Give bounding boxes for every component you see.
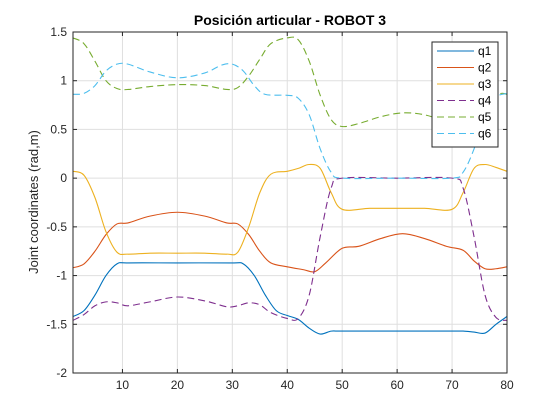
legend-label-q3: q3 <box>478 77 492 91</box>
y-axis-label: Joint coordinates (rad,m) <box>26 130 41 274</box>
chart-title: Posición articular - ROBOT 3 <box>194 12 386 28</box>
x-tick-label: 50 <box>336 378 350 392</box>
x-tick-label: 40 <box>281 378 295 392</box>
x-tick-label: 30 <box>226 378 240 392</box>
x-tick-label: 80 <box>500 378 514 392</box>
legend-label-q2: q2 <box>478 61 492 75</box>
y-tick-label: -2 <box>56 366 67 380</box>
legend-label-q5: q5 <box>478 110 492 124</box>
x-axis-ticks: 10 20 30 40 50 60 70 80 <box>116 32 514 392</box>
series-layer <box>73 36 507 335</box>
legend-box <box>431 41 499 148</box>
legend-label-q4: q4 <box>478 94 492 108</box>
legend-label-q1: q1 <box>478 44 492 58</box>
y-tick-label: 1 <box>60 74 67 88</box>
legend: q1 q2 q3 q4 q5 q6 <box>431 41 499 148</box>
legend-label-q6: q6 <box>478 127 492 141</box>
x-tick-label: 70 <box>445 378 459 392</box>
y-tick-label: 1.5 <box>50 25 67 39</box>
series-line-q3 <box>73 163 507 256</box>
y-tick-label: -1.5 <box>46 317 67 331</box>
x-tick-label: 60 <box>390 378 404 392</box>
y-tick-label: 0.5 <box>50 122 67 136</box>
series-line-q6 <box>73 62 507 180</box>
series-line-q4 <box>73 176 507 321</box>
y-tick-label: -0.5 <box>46 220 67 234</box>
series-line-q1 <box>73 262 507 335</box>
x-tick-label: 20 <box>171 378 185 392</box>
y-axis-ticks: -2 -1.5 -1 -0.5 0 0.5 1 1.5 <box>46 25 507 380</box>
series-line-q5 <box>73 36 507 128</box>
x-tick-label: 10 <box>116 378 130 392</box>
series-line-q2 <box>73 211 507 273</box>
plot-frame <box>72 31 508 374</box>
y-tick-label: 0 <box>60 171 67 185</box>
y-tick-label: -1 <box>56 269 67 283</box>
